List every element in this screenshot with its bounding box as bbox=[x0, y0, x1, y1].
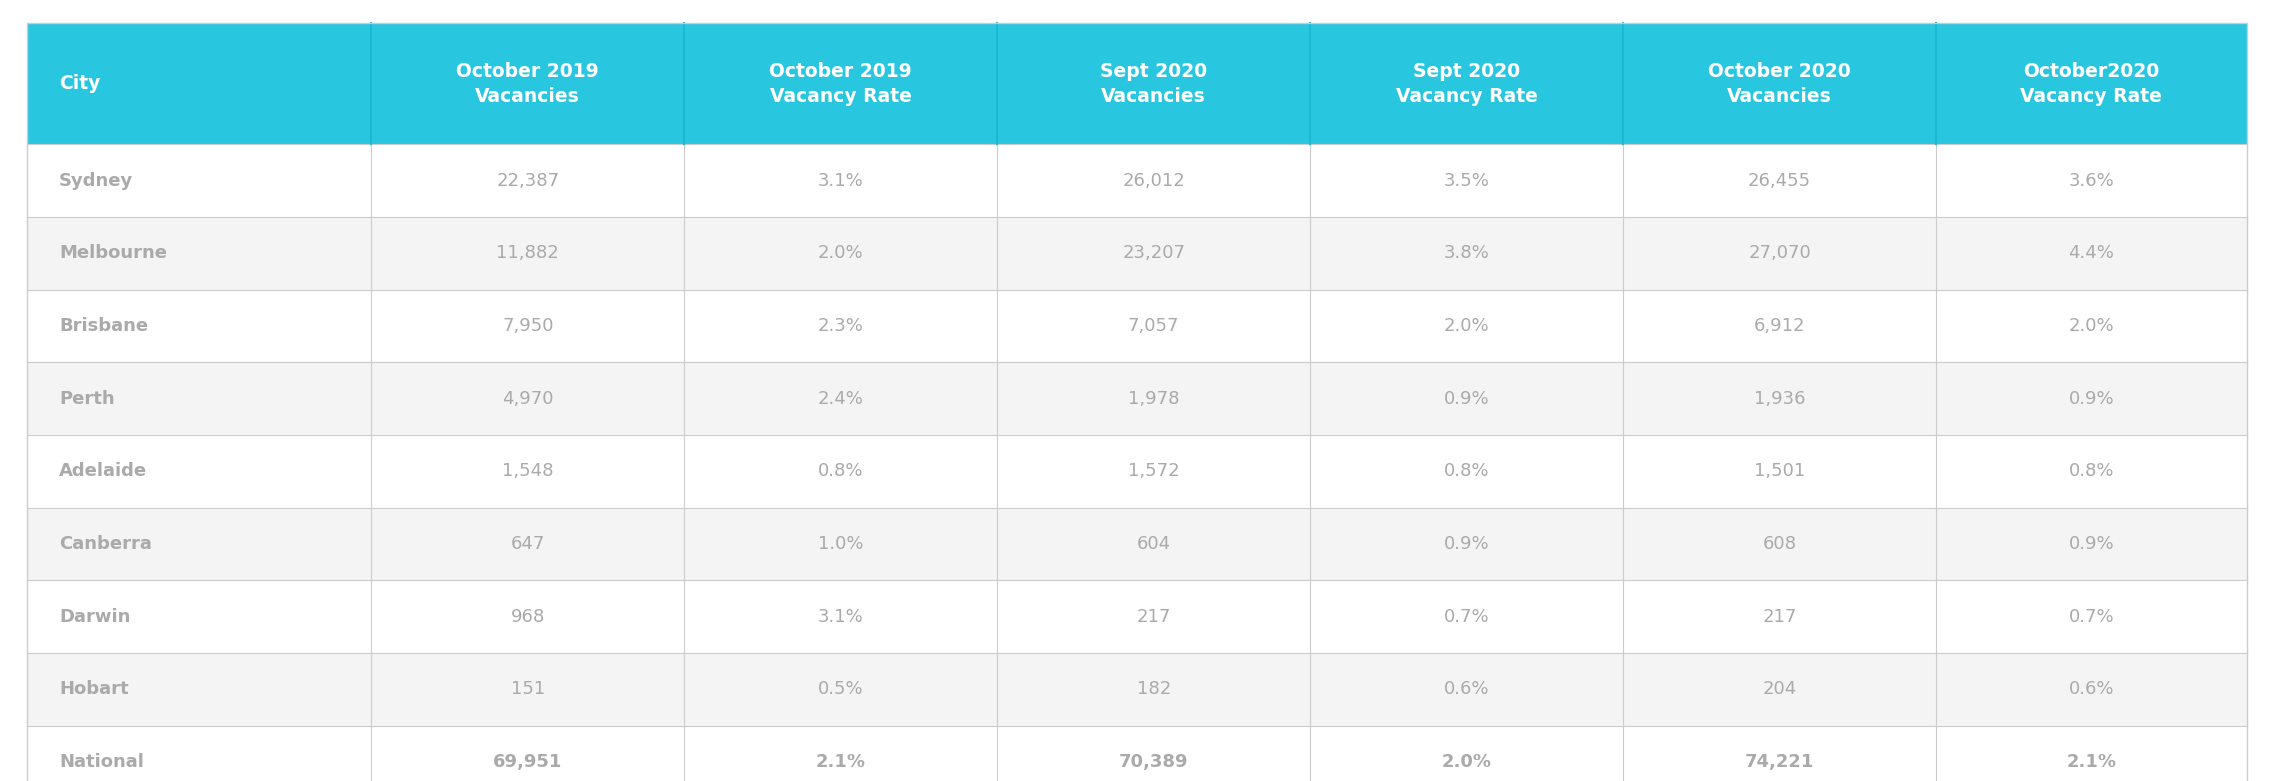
Text: 74,221: 74,221 bbox=[1744, 753, 1815, 771]
Text: 1,572: 1,572 bbox=[1128, 462, 1180, 480]
Text: 3.1%: 3.1% bbox=[819, 172, 864, 190]
Text: Adelaide: Adelaide bbox=[59, 462, 148, 480]
Text: 204: 204 bbox=[1762, 680, 1796, 698]
Text: 1,936: 1,936 bbox=[1753, 390, 1806, 408]
Text: 2.0%: 2.0% bbox=[1442, 753, 1492, 771]
Text: 217: 217 bbox=[1137, 608, 1171, 626]
FancyBboxPatch shape bbox=[27, 217, 2247, 290]
Text: 69,951: 69,951 bbox=[493, 753, 562, 771]
Text: 1,501: 1,501 bbox=[1753, 462, 1806, 480]
Text: 2.0%: 2.0% bbox=[819, 244, 864, 262]
Text: 4.4%: 4.4% bbox=[2069, 244, 2115, 262]
Text: 0.9%: 0.9% bbox=[1444, 390, 1489, 408]
Text: 0.5%: 0.5% bbox=[819, 680, 864, 698]
Text: 604: 604 bbox=[1137, 535, 1171, 553]
Text: 0.7%: 0.7% bbox=[2069, 608, 2115, 626]
Text: 2.3%: 2.3% bbox=[819, 317, 864, 335]
Text: 0.9%: 0.9% bbox=[2069, 535, 2115, 553]
FancyBboxPatch shape bbox=[1624, 23, 1935, 144]
Text: 7,950: 7,950 bbox=[503, 317, 553, 335]
Text: 0.6%: 0.6% bbox=[2069, 680, 2115, 698]
Text: 2.4%: 2.4% bbox=[819, 390, 864, 408]
FancyBboxPatch shape bbox=[27, 362, 2247, 435]
Text: Sept 2020
Vacancies: Sept 2020 Vacancies bbox=[1101, 62, 1207, 106]
FancyBboxPatch shape bbox=[998, 23, 1310, 144]
Text: National: National bbox=[59, 753, 143, 771]
Text: 23,207: 23,207 bbox=[1121, 244, 1185, 262]
FancyBboxPatch shape bbox=[27, 508, 2247, 580]
Text: 647: 647 bbox=[512, 535, 546, 553]
Text: 3.8%: 3.8% bbox=[1444, 244, 1489, 262]
Text: 4,970: 4,970 bbox=[503, 390, 553, 408]
FancyBboxPatch shape bbox=[1935, 23, 2247, 144]
Text: 0.9%: 0.9% bbox=[1444, 535, 1489, 553]
Text: 0.8%: 0.8% bbox=[1444, 462, 1489, 480]
Text: 27,070: 27,070 bbox=[1749, 244, 1810, 262]
Text: 0.7%: 0.7% bbox=[1444, 608, 1489, 626]
FancyBboxPatch shape bbox=[27, 144, 2247, 217]
Text: 11,882: 11,882 bbox=[496, 244, 559, 262]
FancyBboxPatch shape bbox=[371, 23, 684, 144]
Text: City: City bbox=[59, 74, 100, 94]
Text: October2020
Vacancy Rate: October2020 Vacancy Rate bbox=[2019, 62, 2163, 106]
Text: 0.8%: 0.8% bbox=[819, 462, 864, 480]
FancyBboxPatch shape bbox=[1310, 23, 1624, 144]
Text: 3.6%: 3.6% bbox=[2069, 172, 2115, 190]
Text: 3.5%: 3.5% bbox=[1444, 172, 1489, 190]
FancyBboxPatch shape bbox=[27, 580, 2247, 653]
Text: 151: 151 bbox=[512, 680, 546, 698]
Text: 2.0%: 2.0% bbox=[2069, 317, 2115, 335]
Text: 2.1%: 2.1% bbox=[816, 753, 866, 771]
FancyBboxPatch shape bbox=[27, 435, 2247, 508]
Text: Sydney: Sydney bbox=[59, 172, 134, 190]
Text: Hobart: Hobart bbox=[59, 680, 130, 698]
Text: 1,548: 1,548 bbox=[503, 462, 553, 480]
Text: 0.8%: 0.8% bbox=[2069, 462, 2115, 480]
Text: 217: 217 bbox=[1762, 608, 1796, 626]
FancyBboxPatch shape bbox=[684, 23, 998, 144]
Text: 22,387: 22,387 bbox=[496, 172, 559, 190]
Text: 26,012: 26,012 bbox=[1123, 172, 1185, 190]
Text: 608: 608 bbox=[1762, 535, 1796, 553]
Text: Brisbane: Brisbane bbox=[59, 317, 148, 335]
Text: 0.6%: 0.6% bbox=[1444, 680, 1489, 698]
Text: Melbourne: Melbourne bbox=[59, 244, 166, 262]
Text: 1,978: 1,978 bbox=[1128, 390, 1180, 408]
FancyBboxPatch shape bbox=[27, 726, 2247, 781]
Text: Darwin: Darwin bbox=[59, 608, 130, 626]
Text: 182: 182 bbox=[1137, 680, 1171, 698]
FancyBboxPatch shape bbox=[27, 653, 2247, 726]
Text: 70,389: 70,389 bbox=[1119, 753, 1189, 771]
Text: 7,057: 7,057 bbox=[1128, 317, 1180, 335]
FancyBboxPatch shape bbox=[27, 290, 2247, 362]
Text: 26,455: 26,455 bbox=[1749, 172, 1810, 190]
Text: October 2019
Vacancies: October 2019 Vacancies bbox=[457, 62, 598, 106]
Text: 3.1%: 3.1% bbox=[819, 608, 864, 626]
Text: October 2020
Vacancies: October 2020 Vacancies bbox=[1708, 62, 1851, 106]
Text: 0.9%: 0.9% bbox=[2069, 390, 2115, 408]
Text: 2.1%: 2.1% bbox=[2067, 753, 2117, 771]
Text: 2.0%: 2.0% bbox=[1444, 317, 1489, 335]
Text: Canberra: Canberra bbox=[59, 535, 152, 553]
Text: 968: 968 bbox=[512, 608, 546, 626]
Text: 6,912: 6,912 bbox=[1753, 317, 1806, 335]
Text: 1.0%: 1.0% bbox=[819, 535, 864, 553]
Text: Sept 2020
Vacancy Rate: Sept 2020 Vacancy Rate bbox=[1396, 62, 1537, 106]
FancyBboxPatch shape bbox=[27, 23, 371, 144]
Text: October 2019
Vacancy Rate: October 2019 Vacancy Rate bbox=[769, 62, 912, 106]
Text: Perth: Perth bbox=[59, 390, 114, 408]
